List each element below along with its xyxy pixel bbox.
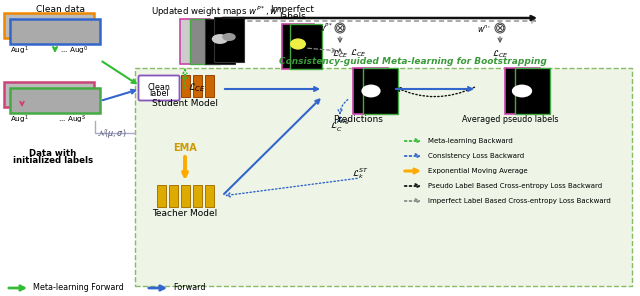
Text: Exponential Moving Average: Exponential Moving Average (428, 168, 527, 174)
Text: $\otimes$: $\otimes$ (334, 22, 346, 35)
Bar (190, 18, 220, 64)
Text: $\mathcal{L}_C^{Aug}$: $\mathcal{L}_C^{Aug}$ (330, 118, 350, 134)
Text: $\mathcal{L}_{CE}$: $\mathcal{L}_{CE}$ (492, 49, 508, 60)
Bar (157, 75, 166, 97)
Ellipse shape (335, 23, 345, 33)
Ellipse shape (495, 23, 505, 33)
Text: Consistency-guided Meta-learning for Bootstrapping: Consistency-guided Meta-learning for Boo… (280, 57, 547, 66)
Ellipse shape (512, 85, 532, 97)
Text: $w^{P*}$: $w^{P*}$ (317, 22, 333, 34)
Text: $\mathcal{L}_k^{ST}$: $\mathcal{L}_k^{ST}$ (352, 167, 368, 181)
FancyBboxPatch shape (138, 75, 179, 101)
Bar (205, 185, 214, 207)
Bar (168, 75, 177, 97)
Bar (353, 68, 388, 114)
Text: Predictions: Predictions (333, 115, 383, 124)
Text: ... Aug$^0$: ... Aug$^0$ (60, 45, 88, 57)
Text: Aug$^1$: Aug$^1$ (10, 114, 29, 126)
Text: Imperfect Label Based Cross-entropy Loss Backward: Imperfect Label Based Cross-entropy Loss… (428, 198, 611, 204)
Bar (505, 68, 540, 114)
Text: Teacher Model: Teacher Model (152, 209, 218, 218)
Text: EMA: EMA (173, 143, 197, 153)
Text: Aug$^1$: Aug$^1$ (10, 45, 29, 57)
Text: Forward: Forward (173, 284, 205, 292)
Text: Data with: Data with (29, 149, 77, 158)
Ellipse shape (212, 34, 228, 44)
Text: $\mathcal{L}_{CE}$: $\mathcal{L}_{CE}$ (188, 82, 206, 94)
Bar (193, 185, 202, 207)
Bar (180, 75, 189, 97)
Bar (193, 75, 202, 97)
Bar (168, 185, 177, 207)
Bar (214, 17, 244, 62)
Text: $\otimes$: $\otimes$ (494, 22, 506, 35)
Bar (205, 18, 235, 64)
Bar (180, 185, 189, 207)
Text: Updated weight maps $w^{P*}, w^{n_*}$: Updated weight maps $w^{P*}, w^{n_*}$ (150, 5, 285, 20)
Bar (205, 75, 214, 97)
Bar (180, 18, 210, 64)
Bar (515, 68, 550, 114)
Text: initialized labels: initialized labels (13, 156, 93, 165)
Bar (10, 19, 100, 44)
Text: Consistency Loss Backward: Consistency Loss Backward (428, 153, 524, 159)
Text: Clean: Clean (148, 83, 170, 92)
Ellipse shape (290, 38, 306, 50)
Text: Imperfect: Imperfect (270, 5, 314, 14)
Text: Meta-learning Backward: Meta-learning Backward (428, 138, 513, 144)
Text: $\mathcal{N}(\mu,\sigma)$: $\mathcal{N}(\mu,\sigma)$ (97, 126, 127, 139)
Text: $w^{n_*}$: $w^{n_*}$ (477, 22, 492, 33)
Text: label: label (149, 89, 169, 99)
Bar (10, 88, 100, 113)
Ellipse shape (362, 85, 381, 97)
Text: Meta-learning Forward: Meta-learning Forward (33, 284, 124, 292)
Bar (157, 185, 166, 207)
Bar (363, 68, 398, 114)
Text: Pseudo Label Based Cross-entropy Loss Backward: Pseudo Label Based Cross-entropy Loss Ba… (428, 183, 602, 189)
Text: $\mathcal{L}_{CE}$: $\mathcal{L}_{CE}$ (332, 49, 348, 60)
Text: Averaged pseudo labels: Averaged pseudo labels (461, 115, 558, 124)
Text: ... Aug$^S$: ... Aug$^S$ (58, 114, 86, 126)
Bar (4, 82, 94, 107)
Text: $\mathcal{L}_{CE}$: $\mathcal{L}_{CE}$ (349, 47, 366, 59)
Text: labels: labels (278, 12, 305, 21)
Bar (4, 13, 94, 38)
Bar (290, 23, 322, 68)
Text: Student Model: Student Model (152, 99, 218, 108)
Bar (135, 68, 632, 286)
Text: Clean data: Clean data (35, 5, 84, 14)
Ellipse shape (222, 33, 236, 41)
Bar (282, 23, 314, 68)
